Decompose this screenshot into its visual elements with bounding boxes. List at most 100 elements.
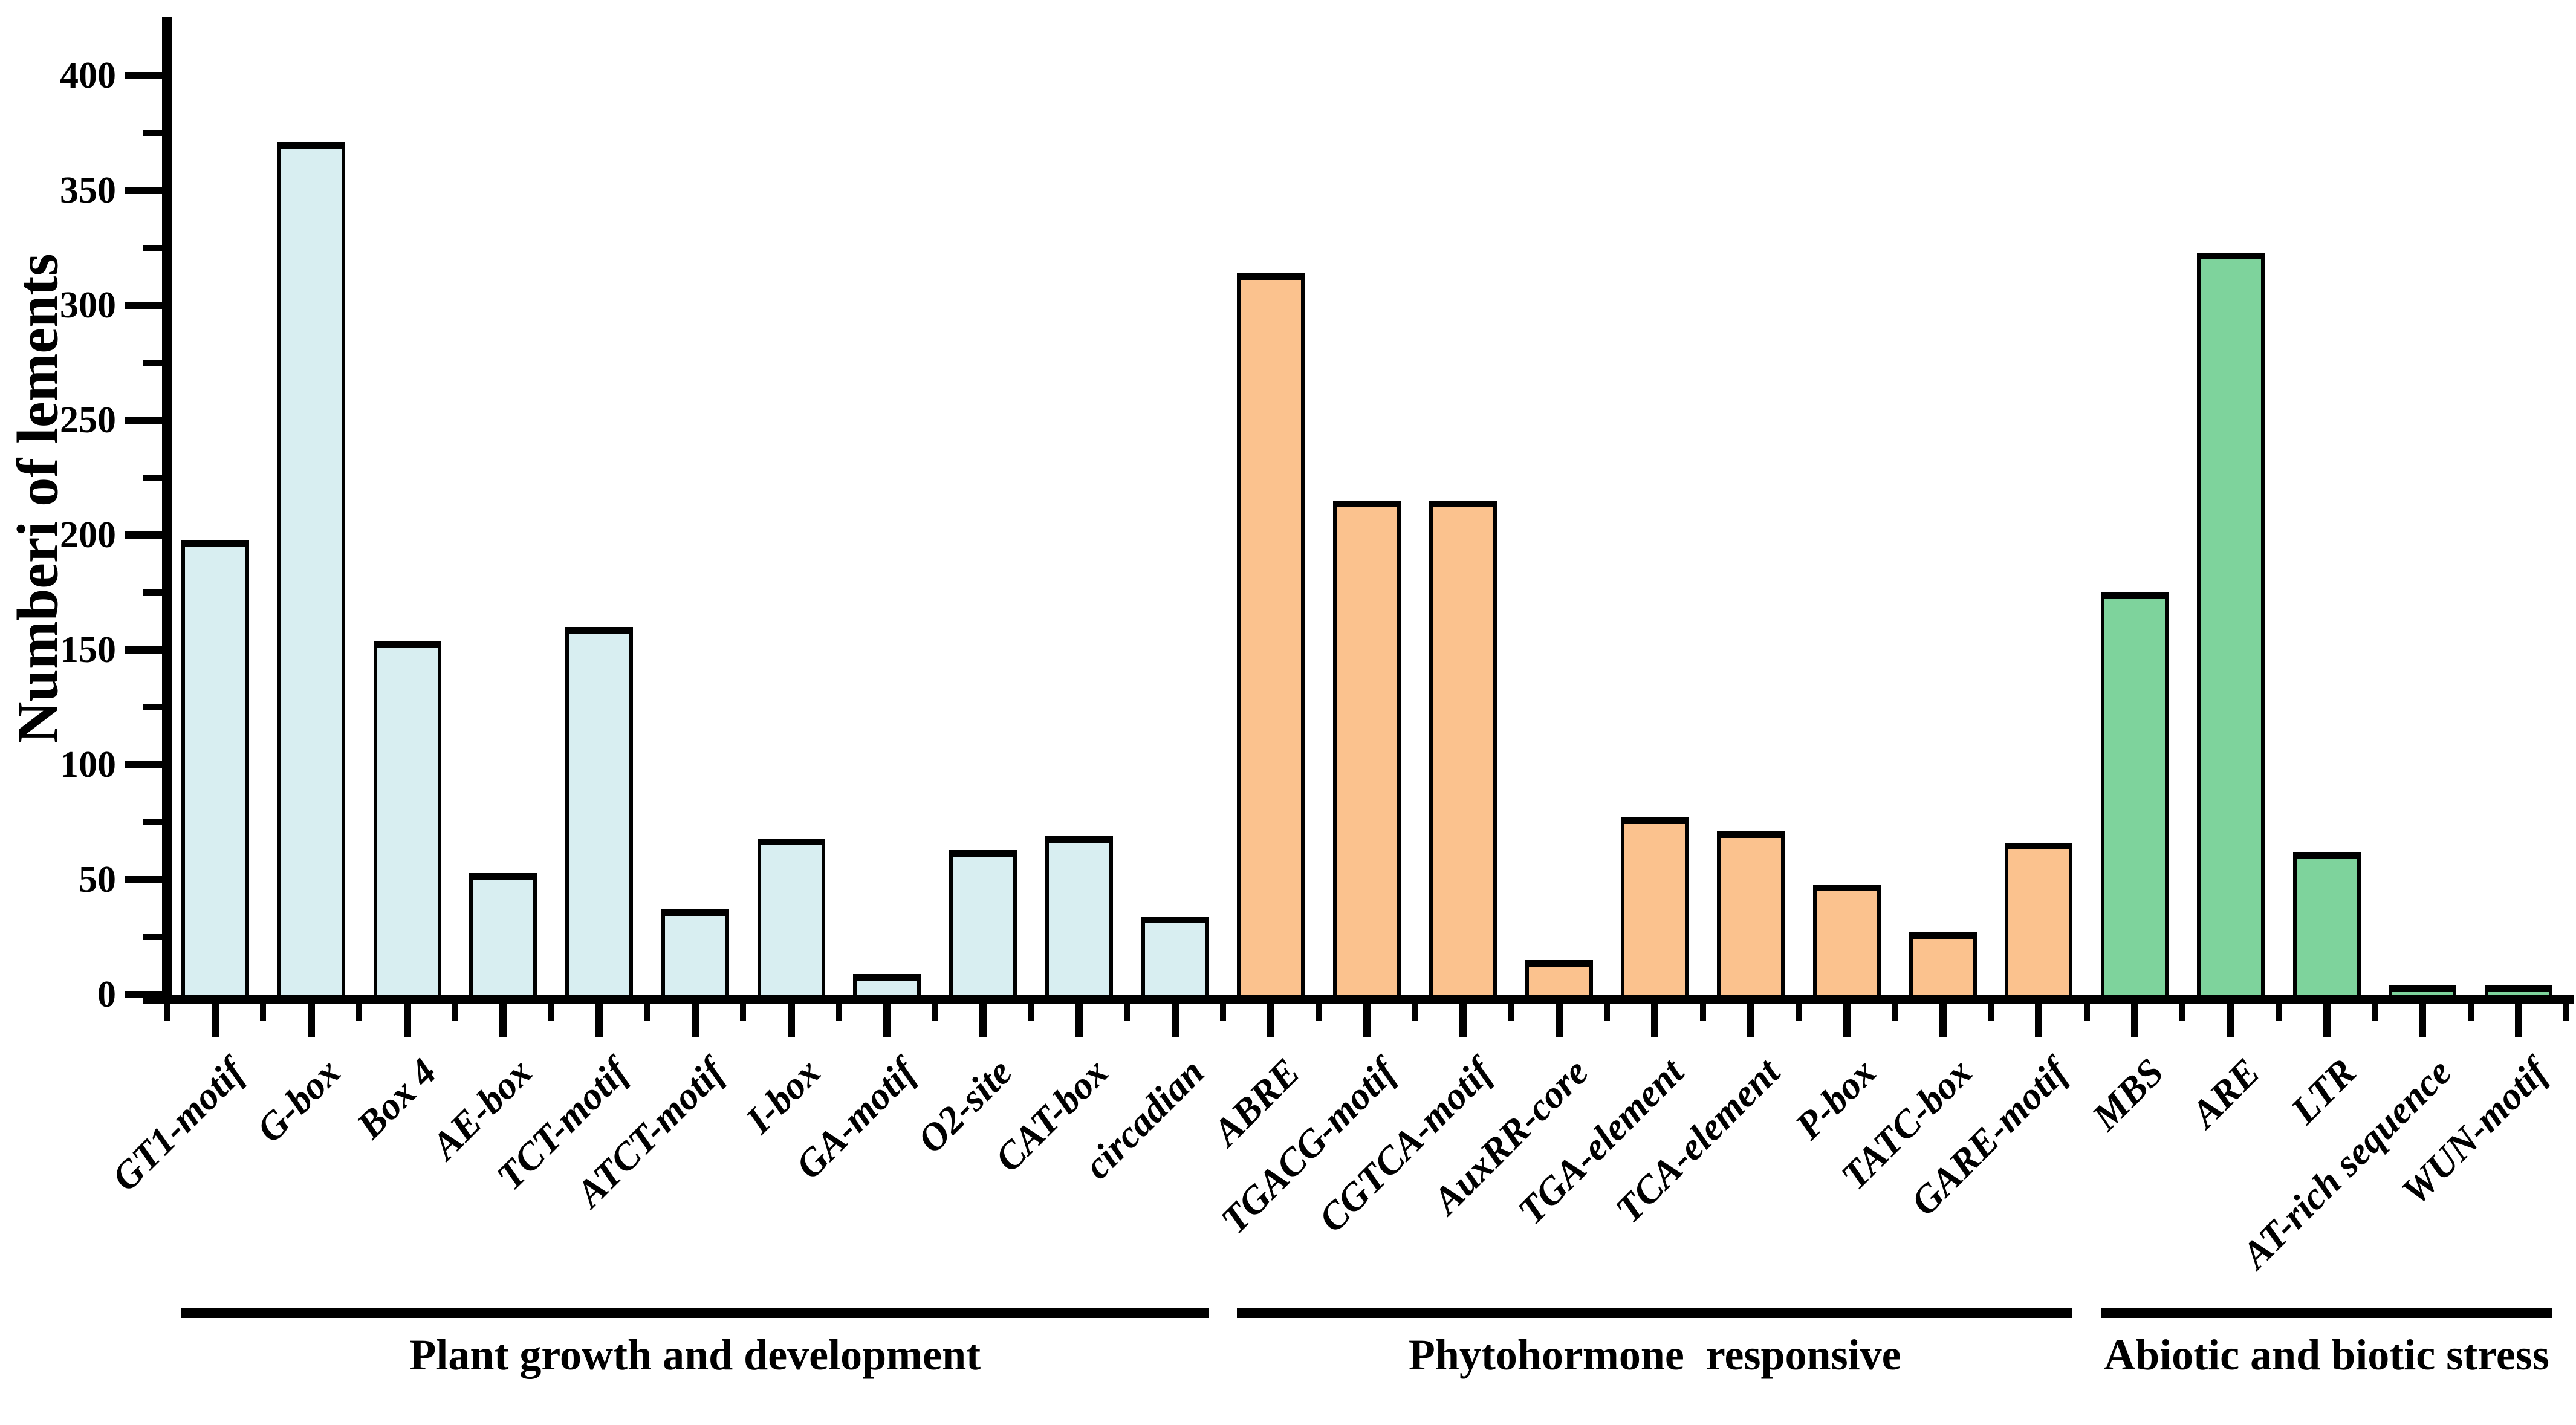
y-major-tick (125, 646, 162, 654)
x-major-tick (883, 995, 891, 1037)
bar-G-box (277, 142, 345, 995)
group-label: Phytohormone responsive (1408, 1331, 1901, 1379)
x-minor-tick (164, 995, 170, 1021)
bar-GA-motif (853, 974, 921, 995)
y-minor-tick (143, 245, 162, 251)
bar-I-box (757, 839, 825, 995)
bar-TGA-element (1621, 817, 1689, 995)
bar-TATC-box (1909, 932, 1977, 995)
x-minor-tick (1892, 995, 1898, 1021)
x-major-tick (1459, 995, 1467, 1037)
x-minor-tick (835, 995, 842, 1021)
y-major-tick (125, 187, 162, 194)
bar-TCT-motif (565, 627, 633, 995)
y-major-tick (125, 531, 162, 539)
x-minor-tick (1699, 995, 1706, 1021)
y-minor-tick (143, 704, 162, 710)
x-minor-tick (644, 995, 650, 1021)
y-tick-label: 0 (97, 974, 116, 1015)
bar-ARE (2196, 253, 2265, 995)
bar-GT1-motif (181, 540, 249, 995)
bar-GARE-motif (2005, 843, 2073, 995)
x-major-tick (1075, 995, 1083, 1037)
x-major-tick (2515, 995, 2522, 1037)
x-major-tick (691, 995, 699, 1037)
x-minor-tick (932, 995, 938, 1021)
y-tick-label: 350 (60, 170, 116, 211)
x-minor-tick (356, 995, 363, 1021)
bar-circadian (1141, 917, 1209, 995)
x-major-tick (1363, 995, 1371, 1037)
y-tick-label: 400 (60, 55, 116, 96)
x-major-tick (595, 995, 603, 1037)
x-major-tick (2131, 995, 2138, 1037)
y-tick-label: 150 (60, 629, 116, 670)
x-axis-line (143, 995, 2574, 1004)
y-major-tick (125, 417, 162, 424)
x-minor-tick (1124, 995, 1131, 1021)
bar-CGTCA-motif (1429, 501, 1497, 995)
x-major-tick (1267, 995, 1275, 1037)
x-major-tick (1843, 995, 1851, 1037)
x-minor-tick (1412, 995, 1418, 1021)
bar-Box-4 (373, 641, 441, 995)
bar-ATCT-motif (661, 909, 729, 995)
y-minor-tick (143, 819, 162, 825)
y-tick-label: 50 (79, 859, 116, 900)
bar-AT-rich-sequence (2389, 985, 2457, 995)
x-minor-tick (2467, 995, 2474, 1021)
bar-TGACG-motif (1333, 501, 1401, 995)
x-major-tick (2323, 995, 2331, 1037)
x-minor-tick (548, 995, 554, 1021)
x-tick-label: GT1-motif (103, 1050, 253, 1199)
x-minor-tick (260, 995, 267, 1021)
x-major-tick (1651, 995, 1659, 1037)
x-major-tick (212, 995, 219, 1037)
bar-CAT-box (1045, 836, 1113, 995)
y-tick-label: 250 (60, 400, 116, 441)
y-tick-label: 300 (60, 285, 116, 326)
bar-AuxRR-core (1525, 960, 1593, 995)
x-minor-tick (1316, 995, 1322, 1021)
y-minor-tick (143, 475, 162, 481)
x-minor-tick (2563, 995, 2570, 1021)
x-minor-tick (2179, 995, 2186, 1021)
y-major-tick (125, 72, 162, 79)
x-minor-tick (1508, 995, 1514, 1021)
x-minor-tick (2083, 995, 2090, 1021)
x-major-tick (1939, 995, 1947, 1037)
y-tick-label: 100 (60, 744, 116, 785)
x-major-tick (1171, 995, 1179, 1037)
x-major-tick (499, 995, 507, 1037)
y-major-tick (125, 991, 162, 998)
y-minor-tick (143, 360, 162, 366)
x-minor-tick (1028, 995, 1034, 1021)
x-major-tick (307, 995, 315, 1037)
x-minor-tick (1796, 995, 1802, 1021)
y-minor-tick (143, 130, 162, 136)
bar-TCA-element (1717, 831, 1785, 995)
y-tick-label: 200 (60, 514, 116, 556)
bar-WUN-motif (2485, 985, 2552, 995)
x-major-tick (403, 995, 411, 1037)
group-underline (181, 1308, 1209, 1318)
x-minor-tick (1603, 995, 1610, 1021)
bar-LTR (2292, 852, 2361, 995)
group-underline (2101, 1308, 2552, 1318)
y-axis-line (162, 17, 172, 1004)
group-underline (1237, 1308, 2073, 1318)
x-minor-tick (452, 995, 458, 1021)
group-label: Plant growth and development (409, 1331, 981, 1379)
x-minor-tick (2371, 995, 2378, 1021)
bar-AE-box (469, 873, 537, 995)
x-major-tick (2419, 995, 2427, 1037)
bar-MBS (2101, 592, 2169, 995)
x-minor-tick (740, 995, 747, 1021)
x-minor-tick (1219, 995, 1226, 1021)
x-major-tick (2227, 995, 2234, 1037)
bar-P-box (1812, 885, 1881, 995)
x-major-tick (2035, 995, 2043, 1037)
x-minor-tick (2276, 995, 2282, 1021)
y-minor-tick (143, 589, 162, 596)
